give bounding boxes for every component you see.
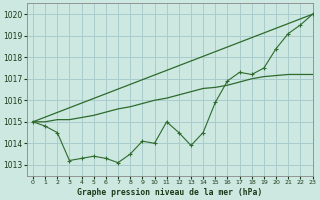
X-axis label: Graphe pression niveau de la mer (hPa): Graphe pression niveau de la mer (hPa) (77, 188, 262, 197)
